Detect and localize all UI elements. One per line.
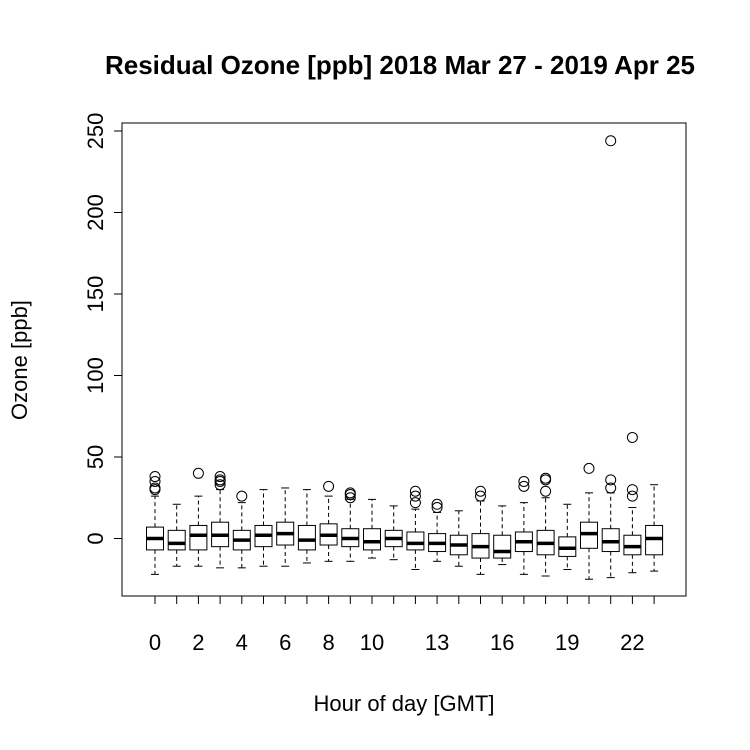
outlier-point [540, 485, 552, 497]
outlier-point [214, 474, 226, 486]
y-tick-label-200: 200 [83, 194, 108, 231]
y-tick-label-150: 150 [83, 276, 108, 313]
box-iqr [189, 524, 208, 551]
box-hour-17 [514, 475, 533, 575]
outlier-point [236, 490, 248, 502]
box-hour-9 [341, 487, 360, 562]
x-tick-label-22: 22 [620, 630, 644, 655]
box-iqr [167, 529, 186, 551]
outlier-point [605, 474, 617, 486]
box-iqr [297, 524, 316, 551]
outlier-point [323, 480, 335, 492]
box-hour-2 [189, 467, 208, 567]
box-hour-18 [536, 472, 555, 577]
outlier-point [344, 492, 356, 504]
outlier-point [475, 490, 486, 502]
box-hour-4 [232, 490, 251, 569]
x-tick-label-19: 19 [555, 630, 579, 655]
outlier-point [192, 467, 204, 479]
box-hour-20 [580, 462, 598, 580]
box-iqr [406, 531, 425, 551]
y-tick-label-100: 100 [83, 357, 108, 394]
box-hour-19 [558, 503, 577, 570]
box-iqr [493, 534, 512, 559]
outlier-point [626, 484, 638, 496]
chart-title: Residual Ozone [ppb] 2018 Mar 27 - 2019 … [105, 50, 695, 80]
x-axis: 0 2 4 6 8 10 13 16 19 22 [149, 595, 655, 655]
x-tick-label-8: 8 [322, 630, 334, 655]
outlier-point [431, 498, 443, 510]
outlier-point [149, 482, 161, 494]
box-iqr [363, 528, 381, 551]
x-tick-label-6: 6 [279, 630, 291, 655]
outlier-point [149, 475, 161, 487]
outlier-point [626, 431, 638, 443]
box-hour-6 [276, 487, 295, 567]
box-hour-23 [645, 484, 664, 572]
x-tick-label-4: 4 [236, 630, 248, 655]
box-hour-13 [428, 498, 447, 562]
outlier-point [518, 475, 530, 487]
y-axis-label: Ozone [ppb] [7, 300, 32, 420]
box-hour-8 [319, 480, 338, 562]
box-hour-12 [406, 485, 425, 570]
y-tick-label-0: 0 [83, 532, 108, 544]
box-hour-10 [363, 498, 381, 559]
boxes-group [146, 135, 664, 580]
outlier-point [475, 485, 486, 497]
outlier-point [583, 462, 595, 474]
box-hour-1 [167, 503, 186, 567]
box-hour-14 [449, 510, 468, 567]
y-tick-label-250: 250 [83, 113, 108, 150]
outlier-point [409, 490, 421, 502]
x-axis-label: Hour of day [GMT] [314, 691, 495, 716]
outlier-point [409, 497, 421, 509]
x-tick-label-10: 10 [360, 630, 384, 655]
box-hour-21 [601, 135, 620, 579]
x-tick-label-13: 13 [425, 630, 449, 655]
outlier-point [409, 485, 421, 497]
box-hour-11 [384, 505, 403, 561]
y-tick-label-50: 50 [83, 445, 108, 469]
box-hour-0 [146, 471, 164, 575]
box-hour-22 [623, 431, 642, 574]
x-tick-label-2: 2 [192, 630, 204, 655]
x-tick-label-0: 0 [149, 630, 161, 655]
outlier-point [518, 480, 530, 492]
x-tick-label-16: 16 [490, 630, 514, 655]
outlier-point [214, 479, 226, 491]
y-axis: 0 50 100 150 200 250 [83, 113, 123, 545]
outlier-point [605, 135, 617, 147]
box-hour-7 [297, 489, 316, 564]
box-hour-3 [211, 471, 230, 569]
box-hour-16 [493, 505, 512, 566]
outlier-point [214, 471, 226, 483]
outlier-point [605, 482, 617, 494]
box-hour-5 [254, 489, 273, 567]
box-hour-15 [471, 485, 490, 575]
outlier-point [626, 490, 638, 502]
outlier-point [540, 472, 552, 484]
outlier-point [149, 471, 161, 483]
outlier-point [431, 502, 443, 514]
outlier-point [344, 487, 356, 499]
